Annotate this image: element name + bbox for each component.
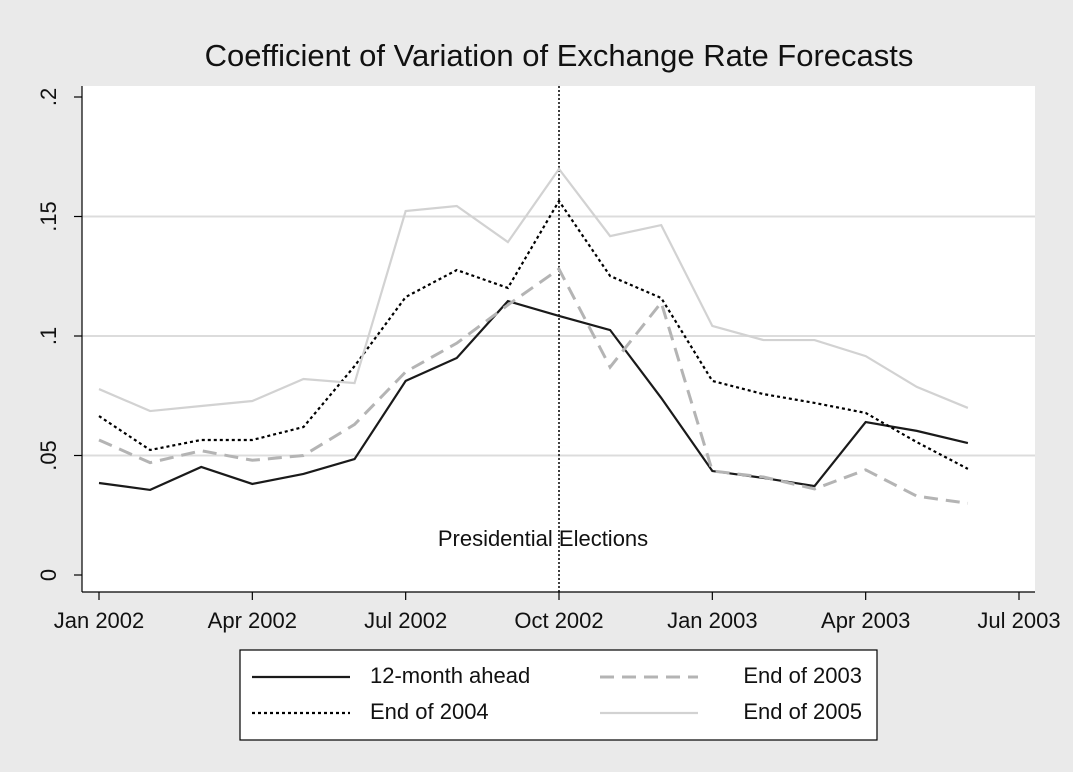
- y-tick-label: .1: [36, 327, 61, 345]
- series-line: [98, 299, 969, 492]
- y-tick-label: .2: [36, 88, 61, 106]
- legend-label: End of 2005: [743, 699, 862, 724]
- series-line: [98, 167, 969, 413]
- legend-label: 12-month ahead: [370, 663, 530, 688]
- x-tick-label: Jul 2002: [364, 608, 447, 633]
- x-tick-label: Jan 2003: [667, 608, 758, 633]
- x-tick-label: Apr 2002: [208, 608, 297, 633]
- legend-label: End of 2003: [743, 663, 862, 688]
- y-tick-label: .15: [36, 201, 61, 232]
- legend-label: End of 2004: [370, 699, 489, 724]
- annotation: Presidential Elections: [438, 526, 648, 551]
- x-tick-label: Apr 2003: [821, 608, 910, 633]
- y-tick-label: 0: [36, 569, 61, 581]
- x-tick-label: Jul 2003: [977, 608, 1060, 633]
- x-tick-label: Oct 2002: [514, 608, 603, 633]
- series-line: [98, 198, 969, 470]
- x-tick-label: Jan 2002: [54, 608, 145, 633]
- legend: [239, 649, 878, 741]
- chart-title: Coefficient of Variation of Exchange Rat…: [205, 38, 914, 73]
- y-tick-label: .05: [36, 440, 61, 471]
